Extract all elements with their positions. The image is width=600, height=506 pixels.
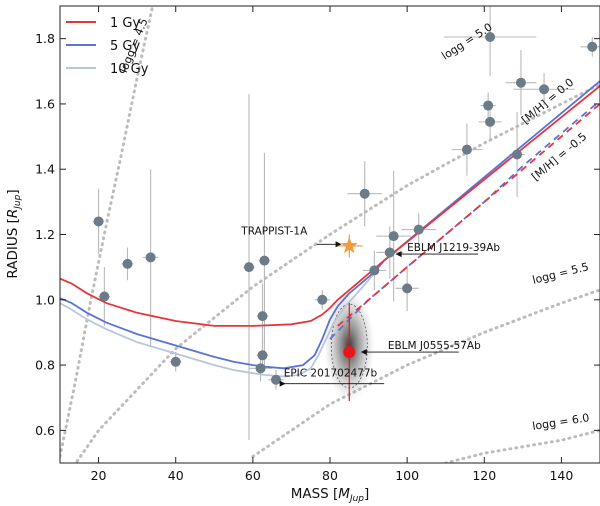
x-tick-label: 20 bbox=[91, 468, 107, 483]
x-tick-label: 40 bbox=[168, 468, 184, 483]
data-point bbox=[244, 262, 254, 273]
annotation-eblm-j1219-39ab: EBLM J1219-39Ab bbox=[407, 242, 500, 254]
data-point bbox=[384, 247, 395, 258]
data-point bbox=[257, 311, 268, 322]
data-point bbox=[93, 216, 104, 227]
y-axis-ticks: 0.6 0.8 1.0 1.2 1.4 1.6 1.8 bbox=[35, 31, 600, 438]
annotation-arrowhead bbox=[279, 380, 286, 387]
x-tick-label: 60 bbox=[245, 468, 261, 483]
metallicity-track-3 bbox=[337, 103, 600, 327]
data-point bbox=[170, 356, 181, 367]
data-point bbox=[515, 77, 526, 88]
data-point bbox=[317, 294, 328, 305]
isochrone-5-gy bbox=[60, 260, 385, 370]
logg-line-1 bbox=[74, 82, 600, 463]
x-tick-label: 100 bbox=[395, 468, 419, 483]
eblm-j0555-57ab-marker bbox=[343, 346, 356, 359]
x-tick-label: 140 bbox=[549, 468, 573, 483]
data-point bbox=[259, 255, 270, 266]
y-tick-label: 1.6 bbox=[35, 96, 55, 111]
x-tick-label: 120 bbox=[472, 468, 496, 483]
legend-label-10-gy: 10 Gy bbox=[110, 62, 149, 77]
data-point bbox=[485, 116, 496, 127]
y-tick-label: 0.6 bbox=[35, 423, 55, 438]
data-point bbox=[413, 224, 424, 235]
legend: 1 Gy 5 Gy 10 Gy bbox=[66, 16, 149, 77]
data-point bbox=[402, 283, 413, 294]
y-tick-label: 1.8 bbox=[35, 31, 55, 46]
logg-lines bbox=[60, 6, 600, 463]
x-tick-label: 80 bbox=[322, 468, 338, 483]
logg-line-0 bbox=[60, 6, 155, 458]
trappist-1a-marker bbox=[340, 236, 358, 254]
y-tick-label: 0.8 bbox=[35, 358, 55, 373]
data-point bbox=[359, 188, 370, 199]
data-point bbox=[271, 374, 281, 385]
data-point bbox=[388, 231, 399, 242]
data-point bbox=[255, 363, 266, 374]
annotation-arrowhead bbox=[395, 251, 402, 258]
annotations: TRAPPIST-1A EBLM J1219-39Ab EBLM J0555-57A… bbox=[240, 226, 500, 387]
data-point bbox=[122, 258, 133, 269]
annotation-arrowhead bbox=[360, 349, 367, 356]
logg-line-2 bbox=[251, 288, 600, 458]
data-point bbox=[483, 100, 494, 111]
data-points bbox=[93, 32, 598, 385]
x-axis-label: MASS [MJup] bbox=[291, 486, 370, 504]
y-tick-label: 1.0 bbox=[35, 292, 55, 307]
data-point bbox=[512, 149, 523, 160]
data-point bbox=[587, 41, 598, 52]
data-point bbox=[257, 350, 268, 361]
annotation-trappist-1a: TRAPPIST-1A bbox=[240, 226, 308, 238]
y-tick-label: 1.4 bbox=[35, 162, 55, 177]
y-axis-label: RADIUS [RJup] bbox=[5, 189, 23, 278]
annotation-epic-201702477b: EPIC 201702477b bbox=[284, 367, 378, 379]
legend-label-1-gy: 1 Gy bbox=[110, 16, 140, 31]
data-point bbox=[369, 265, 380, 276]
data-point bbox=[485, 32, 496, 43]
isochrone-1-gy bbox=[60, 259, 385, 327]
data-point bbox=[145, 252, 156, 263]
data-point bbox=[461, 144, 472, 155]
x-axis-ticks: 20 40 60 80 100 120 140 bbox=[91, 6, 573, 483]
logg-line-3 bbox=[439, 428, 600, 463]
legend-label-5-gy: 5 Gy bbox=[110, 39, 140, 54]
isochrone-curves bbox=[60, 80, 600, 378]
annotation-arrowhead bbox=[335, 241, 342, 248]
highlighted-objects bbox=[335, 234, 363, 401]
data-point bbox=[99, 291, 110, 302]
y-tick-label: 1.2 bbox=[35, 227, 55, 242]
annotation-eblm-j0555-57ab: EBLM J0555-57Ab bbox=[388, 340, 481, 352]
data-point bbox=[539, 84, 550, 95]
